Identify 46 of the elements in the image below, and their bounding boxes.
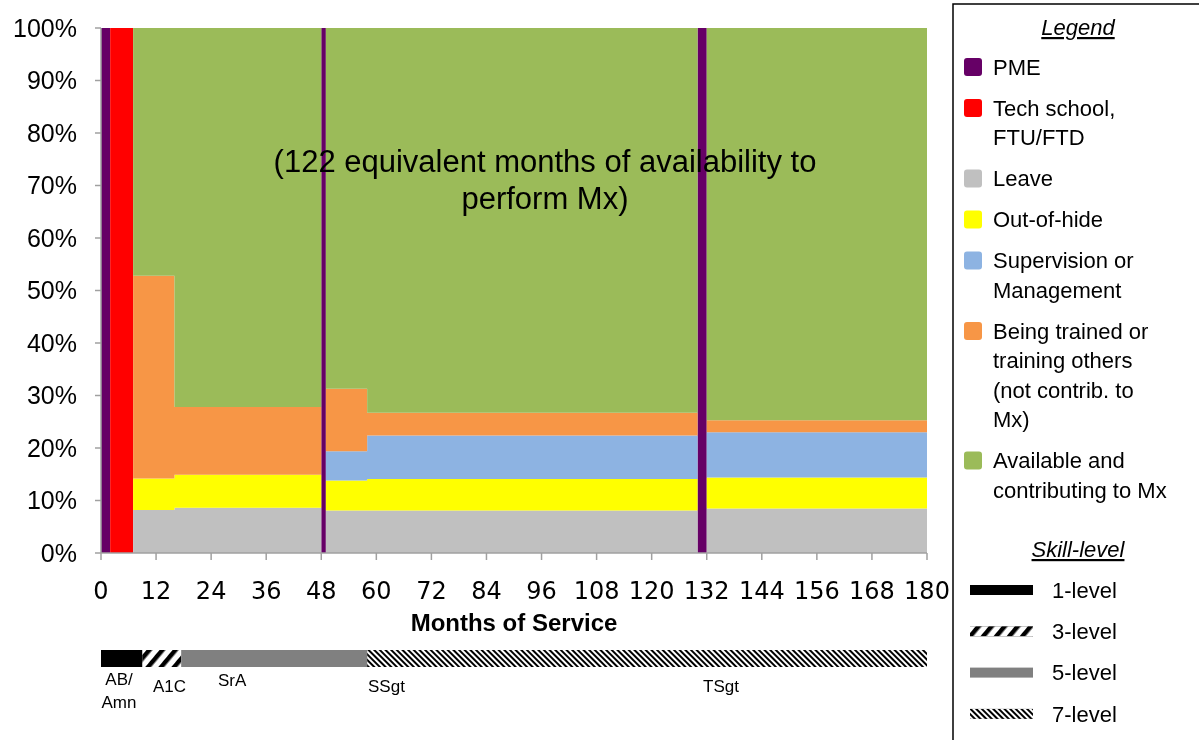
y-tick-label: 40% (26, 328, 77, 357)
y-tick-label: 10% (26, 486, 77, 515)
x-tick-label: 156 (793, 577, 840, 605)
legend-label: Leave (993, 166, 1053, 192)
text: A1C (153, 676, 187, 696)
x-tick-label: 60 (361, 577, 392, 605)
legend-label: Being trained or training others (not contrib. to Mx) (993, 318, 1149, 433)
text: SrA (218, 670, 247, 690)
x-tick-label: 132 (683, 577, 730, 605)
x-tick-label: 72 (416, 577, 447, 605)
x-tick-label: 24 (195, 577, 227, 605)
x-tick-label: 84 (471, 577, 502, 605)
y-tick-label: 0% (40, 538, 77, 567)
x-tick-label: 96 (526, 577, 557, 605)
text: TSgt (703, 676, 740, 696)
legend-label: 3-level (1052, 619, 1117, 644)
x-tick-label: 108 (573, 577, 620, 605)
x-tick-label: 12 (140, 577, 172, 605)
text: SSgt (368, 676, 406, 696)
x-tick-label: 180 (904, 577, 950, 605)
legend-title: Legend (1041, 15, 1116, 40)
x-tick-label: 36 (250, 577, 282, 605)
y-tick-label: 80% (26, 118, 77, 147)
y-tick-label: 100% (13, 13, 77, 42)
legend-label: Available and contributing to Mx (993, 448, 1167, 503)
legend-label: 5-level (1052, 660, 1117, 686)
x-tick-label: 168 (849, 577, 895, 605)
y-tick-label: 50% (26, 276, 77, 305)
x-tick-label: 48 (305, 577, 337, 605)
y-tick-label: 30% (26, 381, 77, 410)
x-tick-label: 144 (738, 577, 785, 605)
legend-label: Out-of-hide (993, 207, 1104, 233)
y-tick-label: 90% (26, 66, 77, 95)
legend-title: Skill-level (1031, 537, 1126, 562)
legend-label: PME (993, 54, 1041, 80)
x-tick-label: 0 (93, 577, 109, 605)
y-tick-label: 20% (26, 433, 77, 462)
legend-label: Supervision or Management (993, 248, 1134, 303)
y-tick-label: 60% (26, 223, 77, 252)
legend-label: 1-level (1052, 577, 1117, 603)
legend-label: 7-level (1052, 701, 1117, 727)
y-tick-label: 70% (26, 171, 77, 200)
x-axis-title: Months of Service (410, 609, 618, 636)
x-tick-label: 120 (628, 577, 675, 605)
legend-label: Tech school, FTU/FTD (993, 95, 1116, 151)
text: AB/Amn (101, 669, 137, 712)
